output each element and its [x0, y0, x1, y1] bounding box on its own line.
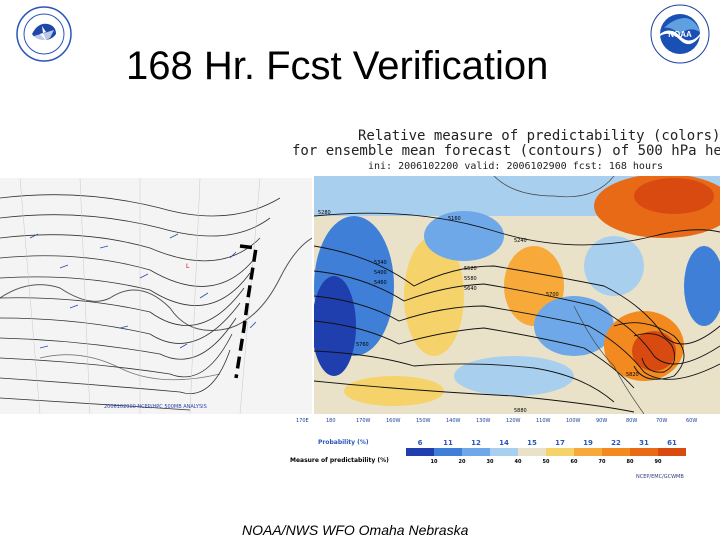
legend-swatch	[518, 448, 546, 456]
legend-predictability-value: 80	[627, 459, 634, 465]
legend-predictability-value: 90	[655, 459, 662, 465]
contour-label: 5400	[374, 270, 387, 276]
contour-label: 5340	[374, 260, 387, 266]
longitude-label: 130W	[476, 418, 491, 424]
legend-probability-value: 17	[555, 439, 565, 447]
contour-label: 5240	[514, 238, 527, 244]
panel-title-line2: for ensemble mean forecast (contours) of…	[292, 143, 720, 159]
legend-predictability-value: 50	[543, 459, 550, 465]
predictability-panel-header: Relative measure of predictability (colo…	[288, 124, 720, 496]
legend-swatch	[602, 448, 630, 456]
legend-predictability-value: 60	[571, 459, 578, 465]
legend-probability-value: 14	[499, 439, 509, 447]
legend-predictability-value: 70	[599, 459, 606, 465]
analysis-credit: 2006102900 NCEP/HPC 500MB ANALYSIS	[104, 404, 207, 410]
legend-probability-value: 19	[583, 439, 593, 447]
longitude-label: 170W	[356, 418, 371, 424]
contour-label: 5280	[318, 210, 331, 216]
contour-label: 5880	[514, 408, 527, 414]
legend-swatch	[434, 448, 462, 456]
legend-predictability-label: Measure of predictability (%)	[290, 457, 389, 464]
predictability-map: 5280 5340 5400 5460 5520 5580 5640 5700 …	[314, 176, 720, 414]
legend-probability-value: 31	[639, 439, 649, 447]
longitude-label: 100W	[566, 418, 581, 424]
legend-swatch	[630, 448, 658, 456]
legend-probability-value: 11	[443, 439, 453, 447]
analysis-map: L	[0, 178, 312, 414]
contour-label: 5580	[464, 276, 477, 282]
svg-text:NOAA: NOAA	[668, 30, 692, 39]
panel-title-line3: ini: 2006102200 valid: 2006102900 fcst: …	[368, 161, 664, 172]
legend-swatch	[546, 448, 574, 456]
longitude-axis: 170E 180 170W 160W 150W 140W 130W 120W 110W 100W 9…	[296, 418, 697, 424]
legend-probability-value: 61	[667, 439, 677, 447]
svg-text:L: L	[186, 263, 190, 270]
longitude-label: 160W	[386, 418, 401, 424]
longitude-label: 120W	[506, 418, 521, 424]
legend-swatch	[658, 448, 686, 456]
longitude-label: 80W	[626, 418, 637, 424]
contour-label: 5160	[448, 216, 461, 222]
contour-label: 5460	[374, 280, 387, 286]
noaa-logo-icon: NOAA	[650, 4, 710, 64]
longitude-label: 170E	[296, 418, 309, 424]
legend-predictability-value: 40	[515, 459, 522, 465]
longitude-label: 60W	[686, 418, 697, 424]
legend-predictability-value: 20	[459, 459, 466, 465]
contour-label: 5820	[626, 372, 639, 378]
legend-predictability-value: 10	[431, 459, 438, 465]
longitude-label: 150W	[416, 418, 431, 424]
nws-logo-icon	[16, 6, 72, 62]
legend-probability-value: 15	[527, 439, 537, 447]
contour-label: 5640	[464, 286, 477, 292]
panel-title-line1: Relative measure of predictability (colo…	[358, 128, 720, 144]
ncep-credit: NCEP/EMC/GCWMB	[636, 474, 684, 480]
legend: Probability (%) Measure of predictabilit…	[290, 439, 686, 465]
contour-label: 5520	[464, 266, 477, 272]
legend-probability-value: 22	[611, 439, 621, 447]
legend-swatch	[462, 448, 490, 456]
legend-probability-label: Probability (%)	[318, 439, 369, 446]
legend-probability-value: 6	[418, 439, 423, 447]
contour-label: 5700	[546, 292, 559, 298]
legend-swatch	[490, 448, 518, 456]
legend-predictability-value: 30	[487, 459, 494, 465]
longitude-label: 180	[326, 418, 336, 424]
contour-label: 5760	[356, 342, 369, 348]
legend-swatch	[406, 448, 434, 456]
slide-footer: NOAA/NWS WFO Omaha Nebraska	[242, 522, 469, 538]
longitude-label: 70W	[656, 418, 667, 424]
longitude-label: 140W	[446, 418, 461, 424]
slide-title: 168 Hr. Fcst Verification	[126, 44, 549, 88]
legend-swatch	[574, 448, 602, 456]
legend-probability-value: 12	[471, 439, 481, 447]
longitude-label: 90W	[596, 418, 607, 424]
longitude-label: 110W	[536, 418, 551, 424]
